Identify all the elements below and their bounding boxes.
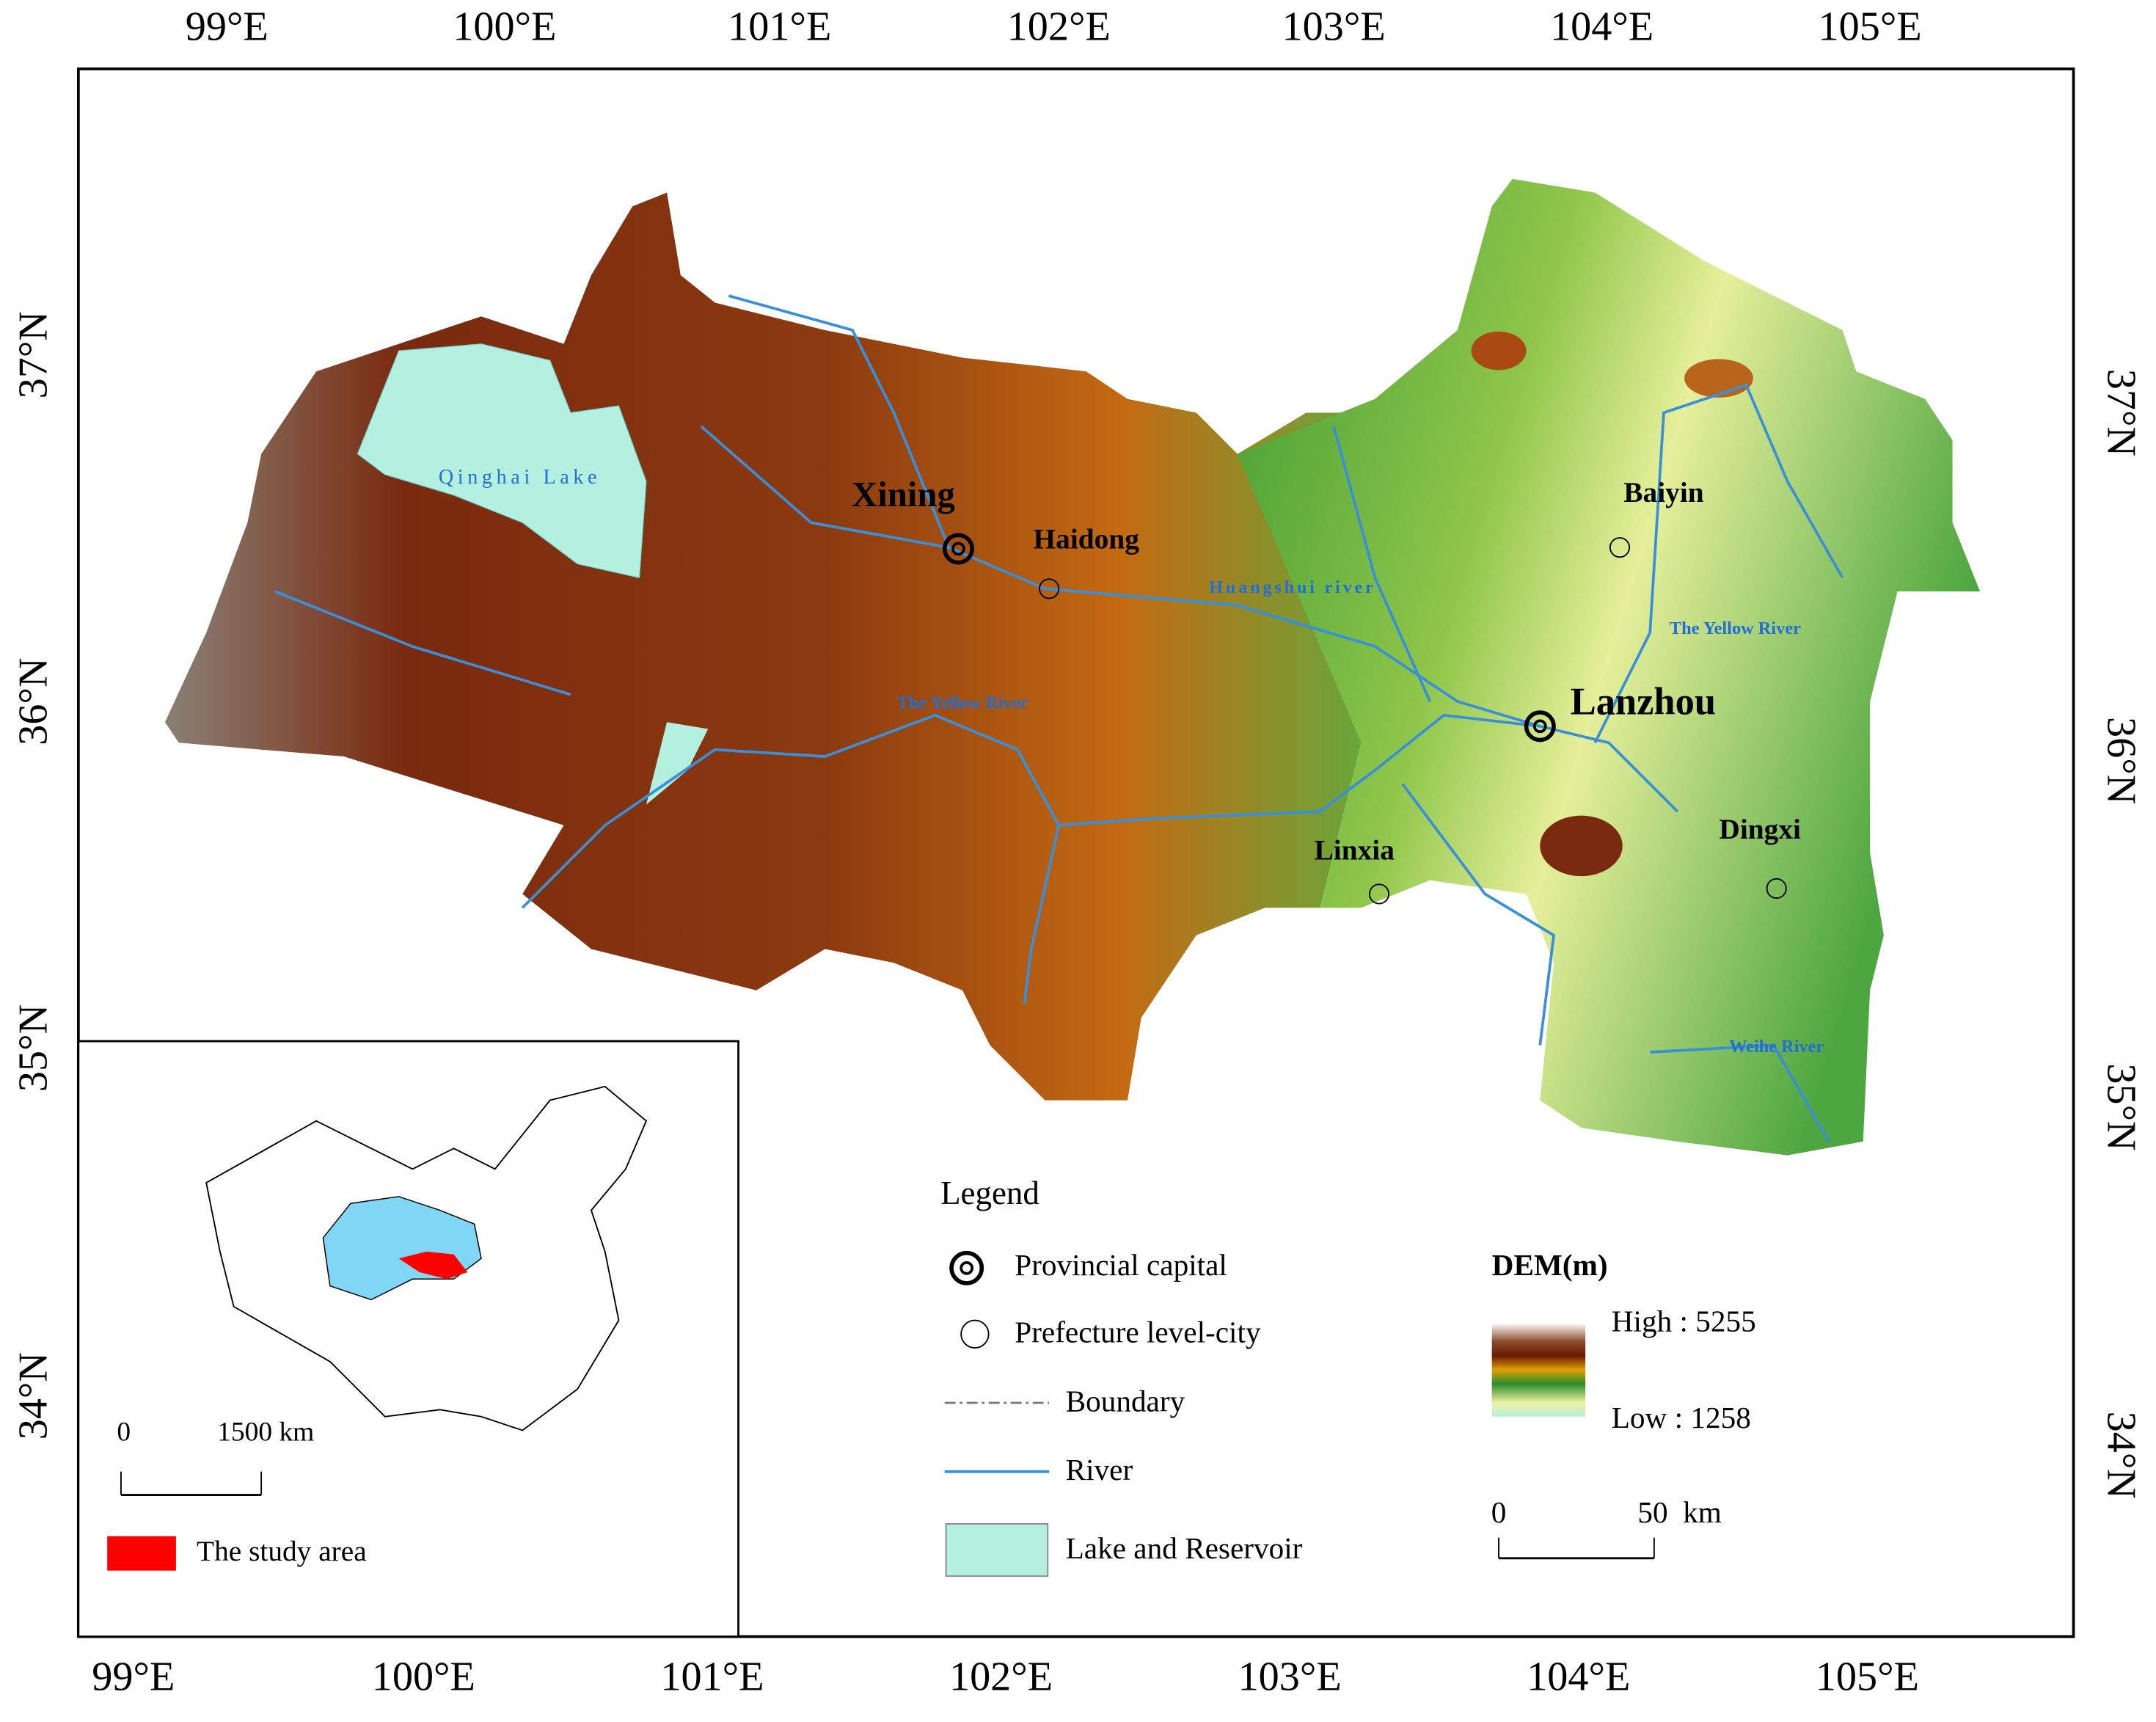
legend-label: Provincial capital	[1015, 1248, 1227, 1282]
river	[274, 590, 571, 696]
capital-marker	[951, 541, 965, 556]
city-label: Xining	[852, 475, 955, 514]
scale-label: 0	[1491, 1495, 1507, 1529]
water-label: Huangshui river	[1209, 577, 1375, 597]
lon-label: 104°E	[1527, 1654, 1630, 1700]
lat-label: 35°N	[2099, 1063, 2144, 1150]
lon-label: 99°E	[92, 1654, 175, 1700]
prefecture-marker	[1766, 878, 1787, 900]
scale-label: 1500 km	[217, 1418, 314, 1448]
dem-label: Low : 1258	[1612, 1401, 1751, 1434]
river	[728, 294, 951, 548]
river	[1593, 383, 1844, 744]
legend-symbol	[945, 1523, 1049, 1577]
study-area	[398, 1251, 468, 1280]
city-label: Linxia	[1315, 833, 1395, 866]
lake	[357, 343, 647, 579]
city-label: Dingxi	[1719, 813, 1801, 845]
legend-title: Legend	[940, 1175, 1039, 1211]
capital-markers	[942, 533, 1556, 743]
legend-label: Prefecture level-city	[1015, 1316, 1261, 1349]
lat-label: 36°N	[2099, 717, 2144, 804]
river	[1332, 426, 1432, 702]
legend-swatch	[107, 1536, 176, 1571]
prefecture-markers	[1039, 537, 1787, 905]
prefecture-marker	[1368, 883, 1390, 905]
legend-symbol	[949, 1250, 984, 1285]
river	[521, 713, 1541, 909]
dem-title: DEM(m)	[1492, 1248, 1608, 1283]
lat-label: 36°N	[11, 657, 56, 745]
terrain-east	[1237, 178, 1981, 1156]
lat-label: 37°N	[11, 311, 56, 398]
capital-marker	[942, 533, 974, 565]
capital-marker	[1532, 719, 1547, 734]
legend-label: Boundary	[1066, 1384, 1185, 1418]
lon-label: 105°E	[1816, 1654, 1919, 1700]
lat-label: 37°N	[2099, 369, 2144, 456]
lon-label: 102°E	[949, 1654, 1053, 1700]
lon-label: 103°E	[1238, 1654, 1342, 1700]
reservoir	[646, 722, 709, 805]
lon-label: 99°E	[186, 4, 268, 49]
water-label: The Yellow River	[1670, 619, 1801, 638]
inset: 0 1500 km The study area	[77, 1040, 739, 1638]
capital-marker	[1524, 710, 1556, 743]
ridge	[1684, 359, 1753, 398]
water-label: Weihe River	[1729, 1037, 1824, 1057]
lat-label: 35°N	[11, 1004, 56, 1092]
legend-symbol	[960, 1319, 990, 1349]
water-label: The Yellow River	[897, 693, 1028, 712]
lat-label: 34°N	[11, 1352, 56, 1440]
lon-label: 104°E	[1550, 4, 1653, 49]
rivers	[274, 294, 1844, 1142]
legend-label: River	[1066, 1453, 1133, 1486]
legend-symbol	[960, 1261, 974, 1275]
scale-label: 0	[117, 1418, 131, 1448]
scale-label: 50	[1637, 1495, 1667, 1529]
city-label: Haidong	[1034, 523, 1140, 555]
dem-label: High : 5255	[1612, 1305, 1756, 1338]
lon-label: 102°E	[1007, 4, 1111, 49]
prefecture-marker	[1609, 537, 1631, 558]
lon-label: 100°E	[453, 4, 556, 49]
legend: Legend Provincial capital Prefecture lev…	[940, 1175, 1756, 1577]
city-label: Lanzhou	[1571, 681, 1716, 723]
river	[700, 425, 1679, 813]
lon-label: 100°E	[372, 1654, 475, 1700]
legend-label: The study area	[197, 1535, 367, 1567]
water-label: Qinghai Lake	[439, 466, 601, 489]
ridge	[1471, 331, 1527, 371]
lat-label: 34°N	[2099, 1412, 2144, 1499]
legend-label: Lake and Reservoir	[1066, 1531, 1303, 1565]
river	[1023, 825, 1061, 1004]
lon-label: 105°E	[1819, 4, 1922, 49]
river	[1401, 783, 1556, 1046]
city-label: Baiyin	[1623, 476, 1703, 508]
dem-ramp	[1491, 1323, 1586, 1417]
river	[1650, 1043, 1830, 1142]
scale-label: km	[1683, 1495, 1722, 1529]
lon-label: 103°E	[1282, 4, 1386, 49]
lon-label: 101°E	[660, 1654, 764, 1700]
graticule-labels: 99°E 100°E 101°E 102°E 103°E 104°E 105°E 99°E 10…	[11, 4, 2144, 1699]
lon-label: 101°E	[728, 4, 831, 49]
prefecture-marker	[1039, 578, 1060, 599]
ridge	[1540, 815, 1623, 877]
